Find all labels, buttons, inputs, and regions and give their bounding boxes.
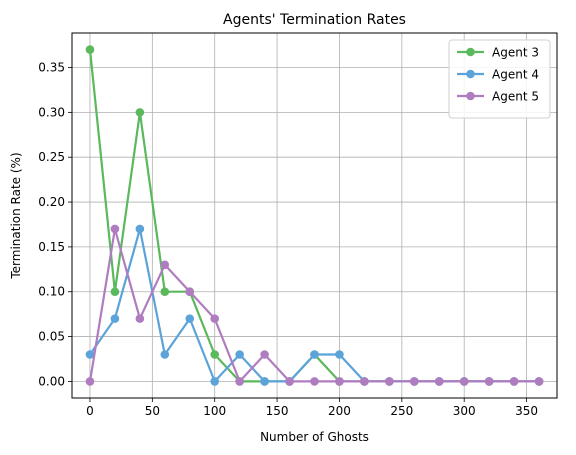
y-tick-label: 0.35 bbox=[38, 61, 65, 75]
x-tick-label: 250 bbox=[390, 404, 413, 418]
legend-box bbox=[448, 39, 551, 119]
legend-agent-4-marker bbox=[466, 69, 475, 79]
agent-4-point bbox=[235, 350, 244, 359]
agent-4-point bbox=[310, 350, 319, 359]
chart-title: Agents' Termination Rates bbox=[223, 12, 406, 28]
agent-4-point bbox=[135, 224, 145, 234]
agent-4-point bbox=[85, 350, 95, 359]
agent-5-point bbox=[110, 224, 120, 234]
agent-5-point bbox=[459, 377, 469, 386]
axis-ticks: 0 50 100 150 200 250 300 350 0.00 0.05 0.10 0.15 0.2… bbox=[38, 61, 538, 418]
agent-5-point bbox=[135, 314, 145, 323]
agent-5-point bbox=[360, 377, 369, 386]
agent-5-point bbox=[310, 377, 319, 386]
y-tick-label: 0.10 bbox=[38, 285, 65, 299]
agent-5-point bbox=[385, 377, 394, 386]
agent-5-point bbox=[534, 377, 544, 386]
agent-3-point bbox=[210, 350, 220, 359]
x-tick-label: 100 bbox=[203, 404, 226, 418]
agent-5-point bbox=[434, 377, 444, 386]
x-tick-label: 50 bbox=[145, 404, 160, 418]
agent-3-point bbox=[135, 108, 145, 117]
agent-4-point bbox=[185, 314, 195, 323]
agent-3-point bbox=[85, 45, 95, 54]
agent-5-point bbox=[160, 260, 170, 270]
agent-4-point bbox=[335, 350, 344, 359]
legend-agent-5-label: Agent 5 bbox=[492, 90, 539, 104]
x-tick-label: 300 bbox=[453, 404, 476, 418]
agent-5-point bbox=[484, 377, 494, 386]
agent-5-point bbox=[335, 377, 344, 386]
agent-5-point bbox=[509, 377, 519, 386]
y-tick-label: 0.05 bbox=[38, 330, 65, 344]
y-tick-label: 0.30 bbox=[38, 105, 65, 119]
x-tick-label: 0 bbox=[86, 404, 94, 418]
y-axis-label: Termination Rate (%) bbox=[9, 152, 23, 279]
agent-4-point bbox=[260, 377, 269, 386]
agent-4-point bbox=[160, 350, 170, 359]
plot-frame bbox=[71, 32, 558, 399]
agent-5-point bbox=[85, 377, 95, 386]
agent-5-point bbox=[409, 377, 419, 386]
legend-agent-4-label: Agent 4 bbox=[492, 68, 539, 82]
legend-agent-3-marker bbox=[466, 47, 475, 57]
x-tick-label: 150 bbox=[266, 404, 289, 418]
legend: Agent 3 Agent 4 Agent 5 bbox=[448, 39, 551, 119]
agent-4-point bbox=[110, 314, 120, 323]
y-tick-label: 0.15 bbox=[38, 240, 65, 254]
x-tick-label: 350 bbox=[515, 404, 538, 418]
legend-agent-3-label: Agent 3 bbox=[492, 46, 539, 60]
agent-3-point bbox=[160, 287, 170, 297]
agent-5-point bbox=[185, 287, 195, 297]
legend-agent-5-marker bbox=[466, 91, 475, 101]
agent-5-point bbox=[285, 377, 294, 386]
agent-5-point bbox=[260, 350, 269, 359]
y-tick-label: 0.20 bbox=[38, 195, 65, 209]
agent-3-point bbox=[110, 287, 120, 297]
agent-5-point bbox=[235, 377, 244, 386]
agent-4-point bbox=[210, 377, 220, 386]
series-layer bbox=[85, 45, 544, 386]
x-tick-label: 200 bbox=[328, 404, 351, 418]
y-tick-label: 0.25 bbox=[38, 150, 65, 164]
agent-5-point bbox=[210, 314, 220, 323]
y-tick-label: 0.00 bbox=[38, 374, 65, 388]
x-axis-label: Number of Ghosts bbox=[260, 430, 369, 444]
